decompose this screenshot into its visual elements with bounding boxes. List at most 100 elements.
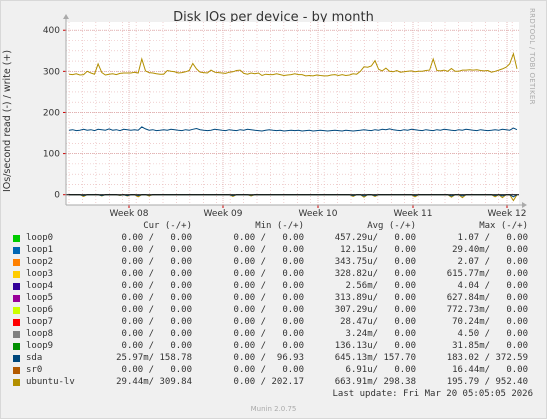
legend-value-cur: 0.00 / 0.00 xyxy=(121,365,192,375)
legend-row-loop1: loop1 0.00 / 0.00 0.00 / 0.00 12.15u/ 0.00 2… xyxy=(0,245,547,257)
legend-header-cur: Cur (-/+) xyxy=(143,221,192,231)
legend-row-loop8: loop8 0.00 / 0.00 0.00 / 0.00 3.24m/ 0.00 4.… xyxy=(0,329,547,341)
legend-value-max: 2.07 / 0.00 xyxy=(457,257,528,267)
chart-title: Disk IOs per device - by month xyxy=(173,10,374,25)
legend-value-cur: 0.00 / 0.00 xyxy=(121,317,192,327)
legend-value-min: 0.00 / 0.00 xyxy=(233,365,304,375)
legend-value-max: 615.77m/ 0.00 xyxy=(446,269,528,279)
legend-value-avg: 645.13m/ 157.70 xyxy=(334,353,416,363)
legend-value-avg: 307.29u/ 0.00 xyxy=(334,305,416,315)
legend-value-min: 0.00 / 0.00 xyxy=(233,341,304,351)
legend-value-max: 4.04 / 0.00 xyxy=(457,281,528,291)
legend-value-cur: 0.00 / 0.00 xyxy=(121,341,192,351)
legend-row-loop2: loop2 0.00 / 0.00 0.00 / 0.00 343.75u/ 0.00… xyxy=(0,257,547,269)
disk-io-chart: 0 100 200 300 400 Week 08 Week 09 Week 10 Week 1… xyxy=(43,14,527,219)
y-axis-arrow xyxy=(63,14,69,19)
legend-value-min: 0.00 / 0.00 xyxy=(233,233,304,243)
legend-value-cur: 0.00 / 0.00 xyxy=(121,233,192,243)
y-tick-label: 0 xyxy=(54,191,60,201)
legend-swatch xyxy=(13,259,20,266)
x-axis-arrow xyxy=(522,202,527,208)
legend-value-avg: 136.13u/ 0.00 xyxy=(334,341,416,351)
legend-swatch xyxy=(13,379,20,386)
legend-device-name: loop8 xyxy=(26,329,54,339)
plot-area xyxy=(66,22,519,205)
legend-value-cur: 0.00 / 0.00 xyxy=(121,305,192,315)
legend-device-name: sda xyxy=(26,353,43,363)
legend-swatch xyxy=(13,235,20,242)
legend-value-max: 29.40m/ 0.00 xyxy=(452,245,528,255)
legend-value-min: 0.00 / 0.00 xyxy=(233,281,304,291)
y-tick-label: 200 xyxy=(43,108,60,118)
legend-value-min: 0.00 / 0.00 xyxy=(233,329,304,339)
legend-device-name: loop4 xyxy=(26,281,54,291)
legend-value-avg: 12.15u/ 0.00 xyxy=(340,245,416,255)
legend-device-name: loop3 xyxy=(26,269,54,279)
legend-value-avg: 3.24m/ 0.00 xyxy=(345,329,416,339)
legend-value-min: 0.00 / 0.00 xyxy=(233,317,304,327)
legend-value-max: 1.07 / 0.00 xyxy=(457,233,528,243)
legend-swatch xyxy=(13,355,20,362)
legend-value-avg: 663.91m/ 298.38 xyxy=(334,377,416,387)
legend-value-avg: 2.56m/ 0.00 xyxy=(345,281,416,291)
legend-swatch xyxy=(13,307,20,314)
series-line-sda-write xyxy=(68,126,518,132)
legend-device-name: loop1 xyxy=(26,245,54,255)
legend-swatch xyxy=(13,343,20,350)
legend-row-loop7: loop7 0.00 / 0.00 0.00 / 0.00 28.47u/ 0.00 7… xyxy=(0,317,547,329)
legend-row-sda: sda 25.97m/ 158.78 0.00 / 96.93 645.13m/ 15… xyxy=(0,353,547,365)
legend-value-min: 0.00 / 0.00 xyxy=(233,257,304,267)
legend-value-avg: 6.91u/ 0.00 xyxy=(345,365,416,375)
legend-row-loop4: loop4 0.00 / 0.00 0.00 / 0.00 2.56m/ 0.00 4.… xyxy=(0,281,547,293)
legend-swatch xyxy=(13,295,20,302)
last-update: Last update: Fri Mar 20 05:05:05 2026 xyxy=(332,389,533,399)
legend-value-min: 0.00 / 0.00 xyxy=(233,305,304,315)
legend-device-name: loop7 xyxy=(26,317,54,327)
legend-row-loop0: loop0 0.00 / 0.00 0.00 / 0.00 457.29u/ 0.00… xyxy=(0,233,547,245)
x-tick-label: Week 12 xyxy=(488,209,527,219)
legend-value-cur: 29.44m/ 309.84 xyxy=(116,377,192,387)
legend-value-max: 183.02 / 372.59 xyxy=(446,353,528,363)
legend-swatch xyxy=(13,283,20,290)
legend-row-loop5: loop5 0.00 / 0.00 0.00 / 0.00 313.89u/ 0.00… xyxy=(0,293,547,305)
x-tick-label: Week 10 xyxy=(299,209,338,219)
legend-swatch xyxy=(13,331,20,338)
legend-value-max: 195.79 / 952.40 xyxy=(446,377,528,387)
legend-value-max: 70.24m/ 0.00 xyxy=(452,317,528,327)
legend-row-loop9: loop9 0.00 / 0.00 0.00 / 0.00 136.13u/ 0.00… xyxy=(0,341,547,353)
legend-swatch xyxy=(13,247,20,254)
y-tick-label: 300 xyxy=(43,67,60,77)
legend-value-max: 4.50 / 0.00 xyxy=(457,329,528,339)
legend-value-cur: 0.00 / 0.00 xyxy=(121,293,192,303)
legend-value-avg: 313.89u/ 0.00 xyxy=(334,293,416,303)
legend-device-name: ubuntu-lv xyxy=(26,377,75,387)
legend-row-sr0: sr0 0.00 / 0.00 0.00 / 0.00 6.91u/ 0.00 16.4… xyxy=(0,365,547,377)
legend-value-min: 0.00 / 0.00 xyxy=(233,245,304,255)
legend-row-ubuntu-lv: ubuntu-lv 29.44m/ 309.84 0.00 / 202.17 663.… xyxy=(0,377,547,389)
legend-device-name: sr0 xyxy=(26,365,43,375)
legend-device-name: loop9 xyxy=(26,341,54,351)
legend-value-avg: 28.47u/ 0.00 xyxy=(340,317,416,327)
munin-version: Munin 2.0.75 xyxy=(250,405,297,413)
legend-value-cur: 0.00 / 0.00 xyxy=(121,257,192,267)
legend-value-cur: 0.00 / 0.00 xyxy=(121,281,192,291)
legend-device-name: loop2 xyxy=(26,257,54,267)
legend-value-max: 31.85m/ 0.00 xyxy=(452,341,528,351)
legend-value-cur: 0.00 / 0.00 xyxy=(121,329,192,339)
legend-header-avg: Avg (-/+) xyxy=(367,221,416,231)
legend-value-max: 16.44m/ 0.00 xyxy=(452,365,528,375)
series-line-ubuntu-lv-write xyxy=(68,51,518,77)
legend-value-min: 0.00 / 0.00 xyxy=(233,293,304,303)
legend-value-avg: 328.82u/ 0.00 xyxy=(334,269,416,279)
legend-swatch xyxy=(13,271,20,278)
x-tick-label: Week 08 xyxy=(110,209,149,219)
legend-value-min: 0.00 / 96.93 xyxy=(233,353,304,363)
legend-value-cur: 0.00 / 0.00 xyxy=(121,245,192,255)
x-tick-label: Week 09 xyxy=(204,209,243,219)
legend-row-loop3: loop3 0.00 / 0.00 0.00 / 0.00 328.82u/ 0.00… xyxy=(0,269,547,281)
legend-swatch xyxy=(13,319,20,326)
y-tick-label: 100 xyxy=(43,150,60,160)
legend-value-min: 0.00 / 202.17 xyxy=(233,377,304,387)
legend-device-name: loop0 xyxy=(26,233,54,243)
legend-swatch xyxy=(13,367,20,374)
